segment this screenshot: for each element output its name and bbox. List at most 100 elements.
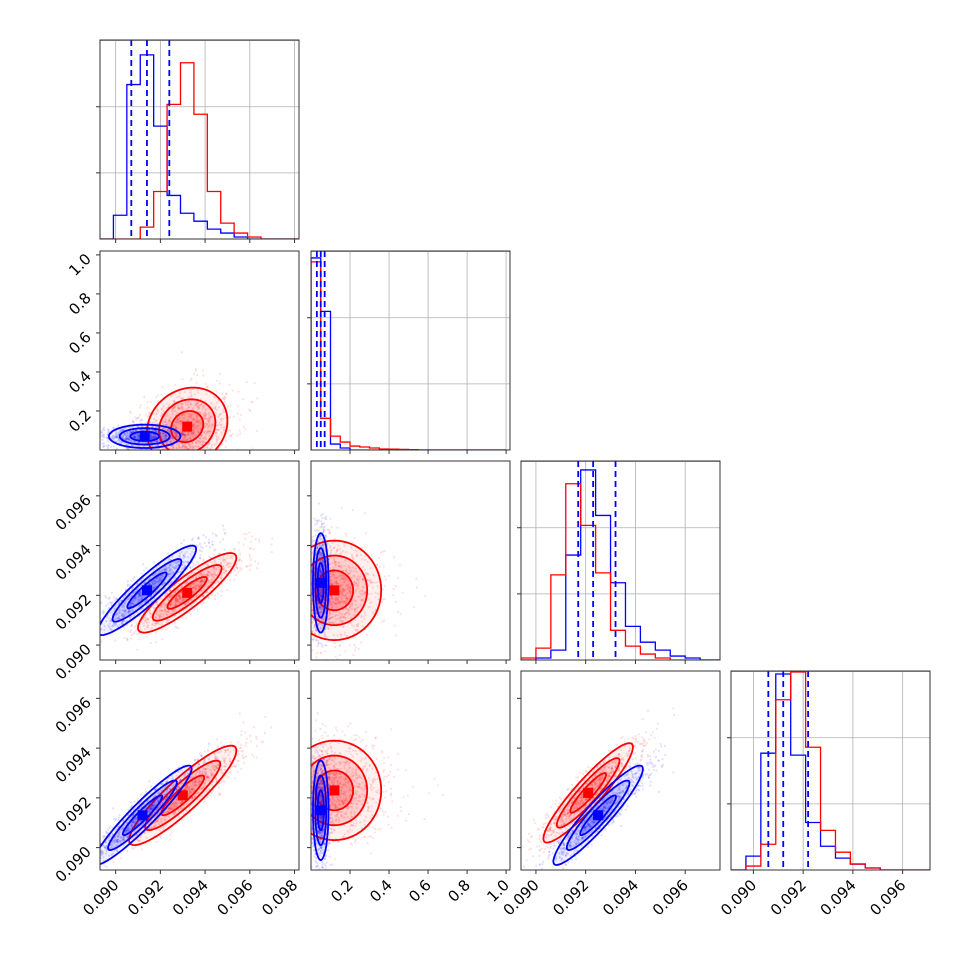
scatter-point-red [194,586,197,590]
scatter-point-blue [107,597,111,600]
scatter-point-red [168,425,171,428]
scatter-point-red [134,624,138,627]
scatter-point-blue [119,441,122,444]
scatter-point-red [173,430,176,433]
scatter-point-blue [183,433,186,436]
scatter-point-red [212,572,215,575]
scatter-point-blue [115,597,118,600]
scatter-point-red [158,615,162,618]
scatter-point-red [392,594,395,597]
scatter-point-blue [89,631,91,633]
scatter-point-red [155,412,158,415]
scatter-point-red [171,410,174,413]
scatter-point-red [210,415,213,418]
scatter-point-red [245,565,248,568]
scatter-point-blue [114,436,117,439]
scatter-point-red [228,562,232,565]
scatter-point-red [180,585,184,589]
scatter-point-red [175,420,178,424]
scatter-point-red [187,418,190,422]
scatter-point-red [205,424,209,427]
scatter-point-red [224,445,227,449]
scatter-point-red [177,595,180,598]
scatter-point-red [197,440,200,443]
scatter-point-blue [50,651,52,653]
scatter-point-blue [123,432,126,435]
scatter-point-blue [132,430,135,433]
scatter-point-red [205,563,208,566]
scatter-point-blue [116,439,120,442]
scatter-point-blue [182,561,185,564]
scatter-point-red [204,437,208,440]
scatter-point-blue [116,431,119,435]
scatter-point-red [168,423,171,426]
scatter-point-red [207,425,210,428]
scatter-point-blue [116,433,119,437]
scatter-point-red [226,405,230,408]
scatter-point-red [172,439,175,442]
scatter-point-blue [134,436,137,439]
scatter-point-red [220,419,223,422]
scatter-point-red [202,559,205,563]
scatter-point-blue [110,603,113,606]
scatter-point-red [145,413,148,416]
scatter-point-red [145,635,148,638]
scatter-point-red [202,589,205,592]
scatter-point-red [160,604,163,607]
scatter-point-red [126,638,129,641]
scatter-point-red [242,543,245,546]
scatter-point-blue [121,429,124,432]
scatter-point-red [206,573,210,577]
scatter-point-red [172,399,176,402]
scatter-point-red [189,401,192,404]
scatter-point-blue [133,435,136,438]
scatter-point-red [200,573,203,576]
scatter-point-blue [205,544,208,548]
scatter-point-blue [109,611,112,614]
scatter-point-red [161,628,164,631]
scatter-point-red [209,589,212,592]
panel-frame [99,39,300,240]
scatter-point-blue [150,434,153,437]
scatter-point-blue [129,604,132,608]
scatter-point-red [135,622,139,625]
scatter-point-red [174,599,178,602]
scatter-point-red [332,663,334,665]
scatter-point-red [162,602,166,606]
scatter-point-red [227,554,230,557]
scatter-point-red [179,396,182,399]
scatter-point-red [176,416,179,420]
scatter-point-red [177,594,181,597]
scatter-point-red [130,637,133,640]
scatter-point-blue [139,594,142,597]
scatter-point-red [175,446,178,450]
scatter-point-red [208,430,211,433]
scatter-point-red [224,564,228,567]
scatter-point-red [180,599,183,602]
scatter-point-blue [133,436,136,439]
scatter-point-blue [136,425,139,428]
scatter-point-blue [115,447,119,450]
scatter-point-red [182,597,185,600]
scatter-point-red [169,416,172,419]
scatter-point-blue [115,617,118,620]
scatter-point-blue [154,429,157,432]
scatter-point-blue [167,566,171,569]
scatter-point-red [194,563,197,567]
scatter-point-red [192,582,196,585]
scatter-point-red [177,407,180,410]
scatter-point-blue [167,570,171,573]
scatter-point-red [203,415,206,418]
scatter-point-blue [165,434,168,437]
scatter-point-red [229,404,232,407]
scatter-point-red [159,605,162,609]
scatter-point-red [187,447,190,450]
scatter-point-blue [165,435,168,438]
scatter-point-red [180,432,183,435]
scatter-point-red [185,602,188,605]
scatter-point-red [182,396,185,400]
scatter-point-red [201,573,204,577]
scatter-point-red [224,532,227,535]
scatter-point-blue [103,444,106,447]
